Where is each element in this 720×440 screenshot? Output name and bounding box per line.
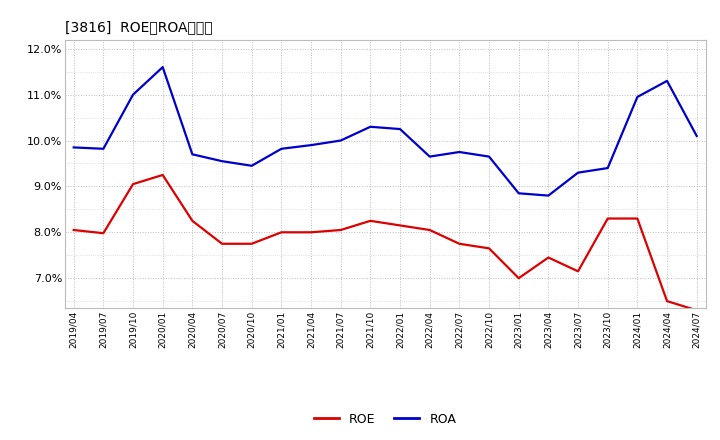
ROE bbox=[603, 216, 612, 221]
ROA bbox=[366, 124, 374, 129]
ROE bbox=[366, 218, 374, 224]
ROE bbox=[693, 308, 701, 313]
ROA bbox=[396, 126, 405, 132]
ROA bbox=[603, 165, 612, 171]
ROE bbox=[544, 255, 553, 260]
ROE bbox=[248, 241, 256, 246]
ROE bbox=[129, 181, 138, 187]
ROE bbox=[307, 230, 315, 235]
ROA bbox=[633, 94, 642, 99]
ROA bbox=[544, 193, 553, 198]
ROE bbox=[188, 218, 197, 224]
ROA bbox=[662, 78, 671, 84]
ROA bbox=[277, 146, 286, 151]
ROA bbox=[693, 133, 701, 139]
ROE bbox=[69, 227, 78, 233]
ROE bbox=[426, 227, 434, 233]
ROE bbox=[217, 241, 226, 246]
ROE bbox=[485, 246, 493, 251]
ROA bbox=[514, 191, 523, 196]
Text: [3816]  ROE、ROAの推移: [3816] ROE、ROAの推移 bbox=[65, 20, 212, 34]
ROA bbox=[485, 154, 493, 159]
ROE bbox=[99, 231, 108, 236]
ROA bbox=[158, 65, 167, 70]
Legend: ROE, ROA: ROE, ROA bbox=[309, 407, 462, 431]
ROA bbox=[574, 170, 582, 175]
ROE bbox=[633, 216, 642, 221]
ROA bbox=[307, 143, 315, 148]
ROE bbox=[277, 230, 286, 235]
ROE bbox=[336, 227, 345, 233]
ROE bbox=[158, 172, 167, 178]
ROA bbox=[129, 92, 138, 97]
ROA bbox=[336, 138, 345, 143]
ROE bbox=[396, 223, 405, 228]
ROA bbox=[188, 152, 197, 157]
ROA bbox=[426, 154, 434, 159]
ROA bbox=[99, 146, 108, 151]
ROE bbox=[662, 298, 671, 304]
ROE bbox=[455, 241, 464, 246]
ROA bbox=[69, 145, 78, 150]
ROA bbox=[248, 163, 256, 169]
ROE bbox=[514, 275, 523, 281]
Line: ROE: ROE bbox=[73, 175, 697, 310]
ROE bbox=[574, 269, 582, 274]
ROA bbox=[217, 158, 226, 164]
Line: ROA: ROA bbox=[73, 67, 697, 196]
ROA bbox=[455, 149, 464, 154]
